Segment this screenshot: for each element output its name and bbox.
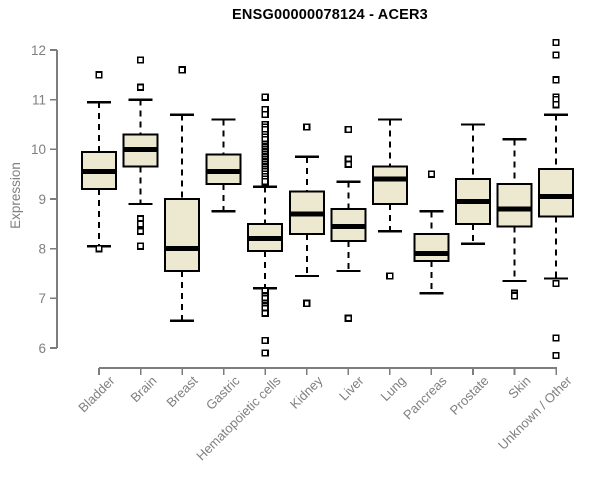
median-line (248, 236, 283, 242)
outlier-point (510, 292, 519, 300)
median-line (289, 211, 324, 217)
y-tick-label: 10 (31, 142, 46, 157)
y-tick-label: 9 (38, 192, 46, 207)
box-kidney (288, 123, 325, 307)
outlier-point (552, 279, 560, 288)
box-prostate (454, 123, 491, 245)
outlier-point (552, 38, 560, 47)
y-tick-label: 7 (38, 291, 46, 306)
outlier-point (552, 100, 560, 109)
outlier-point (136, 56, 145, 64)
iqr-box (496, 183, 533, 228)
box-breast (164, 66, 201, 322)
iqr-box (413, 232, 450, 263)
outlier-point (178, 66, 186, 74)
outlier-point (427, 170, 436, 178)
outlier-point (261, 349, 269, 357)
box-gastric (205, 118, 242, 213)
outlier-point (136, 227, 145, 235)
outlier-point (303, 299, 311, 307)
outlier-point (95, 245, 103, 253)
outlier-point (303, 123, 311, 131)
median-line (165, 246, 200, 252)
outlier-point (344, 125, 352, 134)
outlier-point (344, 314, 352, 322)
y-tick-label: 12 (31, 43, 46, 58)
median-line (497, 206, 532, 212)
median-line (206, 169, 241, 175)
outlier-point (136, 242, 145, 250)
median-line (331, 223, 366, 229)
outlier-point (386, 272, 394, 280)
outlier-point (95, 71, 103, 79)
iqr-box (164, 198, 201, 273)
outlier-point (552, 351, 560, 360)
iqr-box (371, 165, 408, 205)
box-bladder (81, 71, 117, 253)
outlier-point (136, 83, 145, 91)
outlier-point (261, 309, 269, 317)
outlier-point (261, 177, 269, 186)
median-line (414, 251, 449, 257)
median-line (455, 198, 490, 204)
y-axis: 6 7 8 9 10 11 12 (31, 43, 58, 356)
outlier-point (552, 76, 560, 84)
outlier-point (261, 110, 269, 119)
box-pancreas (413, 170, 450, 295)
iqr-box (538, 168, 575, 218)
box-unknown-other (538, 38, 575, 360)
y-tick-label: 11 (32, 92, 46, 107)
y-tick-label: 6 (38, 341, 46, 356)
median-line (539, 194, 574, 200)
median-line (372, 176, 407, 182)
chart-title: ENSG00000078124 - ACER3 (232, 7, 428, 23)
box-lung (371, 118, 408, 280)
median-line (123, 146, 158, 152)
box-hematopoietic-cells (247, 93, 284, 357)
median-line (82, 169, 116, 175)
box-skin (496, 138, 533, 300)
y-tick-label: 8 (38, 241, 46, 256)
outlier-point (261, 93, 269, 101)
box-liver (330, 125, 367, 322)
x-axis (98, 367, 558, 375)
outlier-point (136, 220, 145, 228)
outlier-point (552, 334, 560, 342)
outlier-point (344, 160, 352, 168)
outlier-point (261, 336, 269, 345)
box-brain (122, 56, 159, 250)
outlier-point (552, 51, 560, 59)
